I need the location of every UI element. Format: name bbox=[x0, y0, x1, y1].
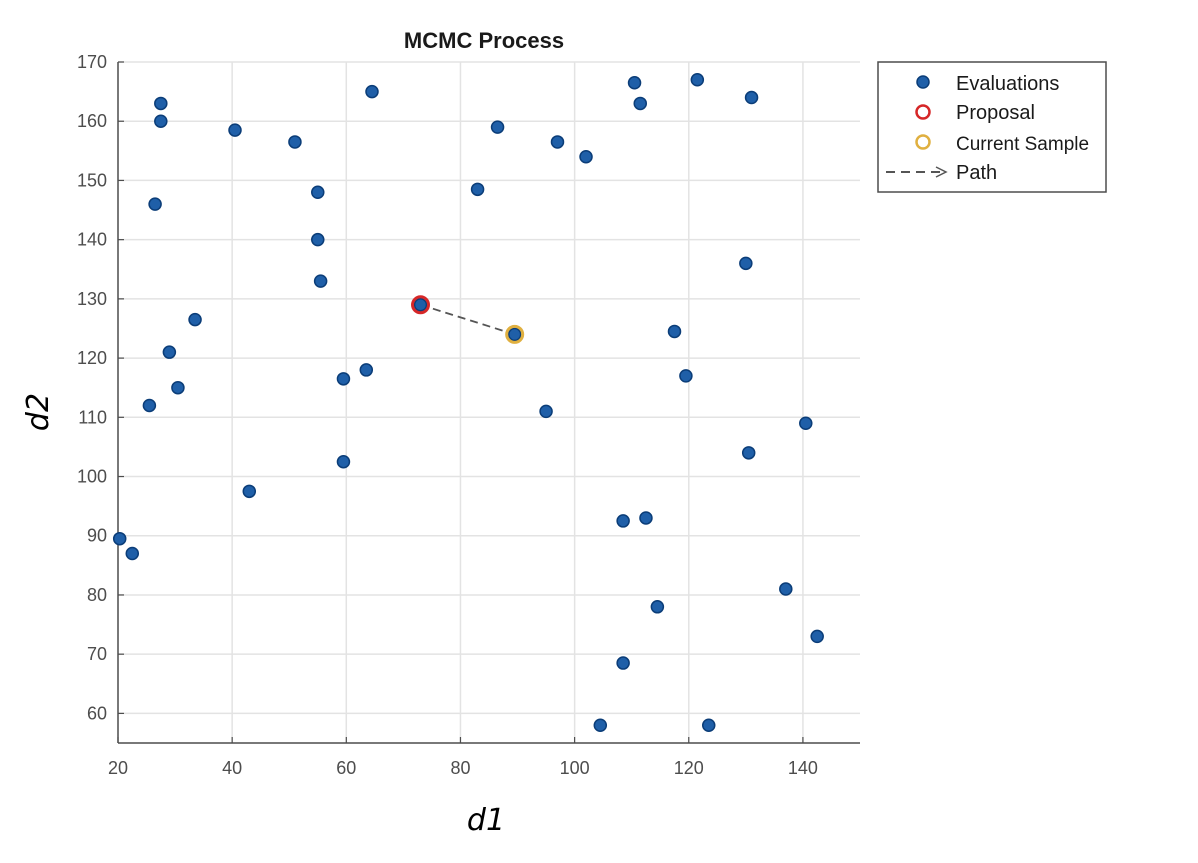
evaluation-point bbox=[679, 369, 693, 383]
evaluation-point bbox=[701, 718, 716, 732]
legend-current-sample-label: Current Sample bbox=[956, 134, 1089, 155]
evaluation-point bbox=[799, 416, 813, 430]
legend: Evaluations Proposal Current Sample Path bbox=[877, 61, 1107, 193]
evaluation-point bbox=[633, 96, 648, 111]
evaluation-point bbox=[162, 345, 177, 359]
x-tick-label: 60 bbox=[336, 758, 356, 778]
evaluation-point bbox=[171, 380, 185, 395]
grid-lines bbox=[118, 61, 860, 743]
evaluation-point bbox=[616, 514, 630, 528]
current-sample-marker bbox=[505, 324, 525, 344]
y-tick-label: 160 bbox=[77, 111, 107, 131]
evaluation-point bbox=[627, 75, 642, 90]
evaluation-point bbox=[365, 84, 379, 99]
x-tick-label: 140 bbox=[788, 758, 818, 778]
evaluation-point bbox=[112, 531, 127, 546]
evaluation-point bbox=[413, 298, 428, 312]
y-tick-label: 120 bbox=[77, 348, 107, 368]
evaluation-point bbox=[188, 312, 202, 327]
y-tick-label: 60 bbox=[87, 703, 107, 723]
evaluation-point bbox=[550, 135, 565, 149]
evaluation-point bbox=[154, 96, 168, 111]
chart-title: MCMC Process bbox=[404, 28, 564, 53]
legend-proposal-label: Proposal bbox=[956, 102, 1035, 124]
y-tick-labels: 60 70 80 90 100 110 120 130 140 150 160 170 bbox=[77, 52, 107, 723]
evaluation-point bbox=[470, 182, 485, 197]
proposal-marker bbox=[411, 295, 431, 315]
y-tick-label: 130 bbox=[77, 289, 107, 309]
evaluation-point bbox=[288, 135, 302, 149]
legend-path-arrowhead bbox=[935, 166, 948, 178]
y-tick-label: 100 bbox=[77, 467, 107, 487]
y-tick-label: 90 bbox=[87, 526, 107, 546]
evaluation-points bbox=[112, 73, 824, 732]
evaluation-point bbox=[650, 600, 665, 614]
evaluation-point bbox=[616, 656, 630, 670]
legend-current-sample-marker bbox=[915, 134, 931, 150]
evaluation-point bbox=[690, 73, 705, 87]
evaluation-point bbox=[490, 120, 505, 134]
evaluation-point bbox=[228, 123, 242, 137]
evaluation-point bbox=[148, 197, 162, 211]
evaluation-point bbox=[311, 232, 325, 247]
x-tick-label: 20 bbox=[108, 758, 128, 778]
legend-path-label: Path bbox=[956, 162, 997, 184]
x-tick-label: 100 bbox=[560, 758, 590, 778]
evaluation-point bbox=[810, 629, 824, 644]
proposal-current-markers bbox=[411, 295, 525, 344]
axes bbox=[117, 61, 860, 744]
legend-evaluations-marker bbox=[916, 75, 930, 89]
evaluation-point bbox=[579, 149, 593, 164]
y-tick-label: 150 bbox=[77, 170, 107, 190]
x-tick-label: 40 bbox=[222, 758, 242, 778]
evaluation-point bbox=[741, 446, 756, 460]
evaluation-point bbox=[359, 363, 374, 377]
evaluation-point bbox=[739, 256, 753, 271]
evaluation-point bbox=[336, 454, 351, 469]
evaluation-point bbox=[779, 582, 793, 596]
evaluation-point bbox=[667, 324, 682, 339]
y-tick-label: 170 bbox=[77, 52, 107, 72]
evaluation-point bbox=[336, 372, 351, 386]
y-tick-label: 140 bbox=[77, 230, 107, 250]
evaluation-point bbox=[639, 511, 653, 525]
y-axis-label: d2 bbox=[21, 393, 56, 431]
x-axis-label: d1 bbox=[467, 803, 505, 838]
evaluation-point bbox=[593, 718, 608, 732]
y-tick-label: 80 bbox=[87, 585, 107, 605]
plot-area bbox=[118, 62, 860, 743]
evaluation-point bbox=[154, 114, 168, 128]
evaluation-point bbox=[125, 546, 140, 561]
x-tick-labels: 20 40 60 80 100 120 140 bbox=[108, 758, 818, 778]
evaluation-point bbox=[744, 90, 759, 105]
y-tick-label: 110 bbox=[78, 407, 107, 427]
x-tick-label: 120 bbox=[674, 758, 704, 778]
legend-box bbox=[877, 61, 1107, 193]
legend-evaluations-label: Evaluations bbox=[956, 73, 1059, 95]
path-segment bbox=[420, 303, 515, 336]
path-series bbox=[420, 303, 515, 336]
evaluation-point bbox=[311, 185, 325, 200]
y-tick-label: 70 bbox=[87, 644, 107, 664]
evaluation-point bbox=[242, 484, 257, 499]
legend-proposal-marker bbox=[915, 104, 931, 120]
evaluation-point bbox=[539, 404, 553, 419]
evaluation-point bbox=[313, 274, 328, 288]
evaluation-point bbox=[507, 327, 522, 342]
x-tick-label: 80 bbox=[450, 758, 470, 778]
evaluation-point bbox=[142, 398, 157, 413]
